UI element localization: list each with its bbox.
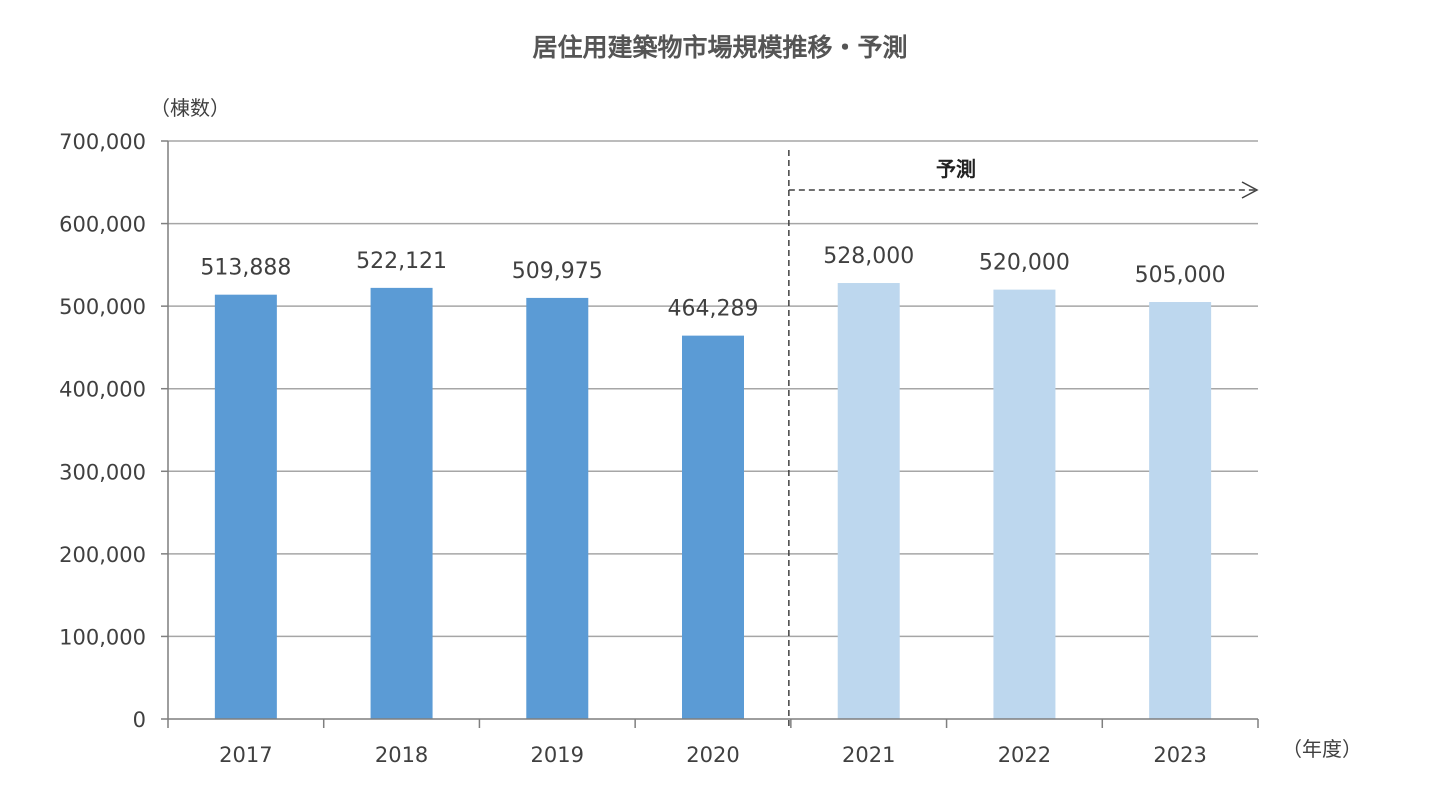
y-tick-label: 200,000: [59, 543, 146, 567]
y-tick-label: 500,000: [59, 295, 146, 319]
x-tick-label: 2021: [842, 743, 895, 767]
y-tick-label: 100,000: [59, 625, 146, 649]
bar-2017: [214, 294, 277, 719]
data-label-2020: 464,289: [668, 297, 759, 322]
bar-2023: [1149, 302, 1212, 719]
x-tick-label: 2017: [219, 743, 272, 767]
bar-2018: [370, 287, 433, 719]
data-label-2023: 505,000: [1135, 263, 1226, 288]
y-axis-unit-label: （棟数）: [150, 96, 230, 120]
forecast-arrow-head-icon: [1241, 181, 1259, 199]
x-tick-label: 2023: [1153, 743, 1206, 767]
y-tick-label: 600,000: [59, 213, 146, 237]
data-label-2022: 520,000: [979, 251, 1070, 276]
y-tick-label: 400,000: [59, 378, 146, 402]
x-tick-label: 2020: [686, 743, 739, 767]
y-tick-label: 0: [133, 708, 146, 732]
chart-title: 居住用建築物市場規模推移・予測: [532, 33, 908, 62]
y-tick-label: 300,000: [59, 460, 146, 484]
x-tick-label: 2019: [531, 743, 584, 767]
data-label-2021: 528,000: [823, 244, 914, 269]
data-label-2019: 509,975: [512, 259, 603, 284]
x-axis-unit-label: （年度）: [1282, 737, 1362, 761]
bar-2020: [682, 335, 744, 719]
bar-2021: [837, 283, 900, 719]
x-tick-label: 2022: [998, 743, 1051, 767]
data-label-2017: 513,888: [200, 256, 291, 281]
bar-2022: [993, 289, 1056, 719]
y-tick-label: 700,000: [59, 130, 146, 154]
forecast-label: 予測: [936, 157, 976, 181]
data-label-2018: 522,121: [356, 249, 447, 274]
bar-2019: [526, 297, 589, 719]
x-tick-label: 2018: [375, 743, 428, 767]
